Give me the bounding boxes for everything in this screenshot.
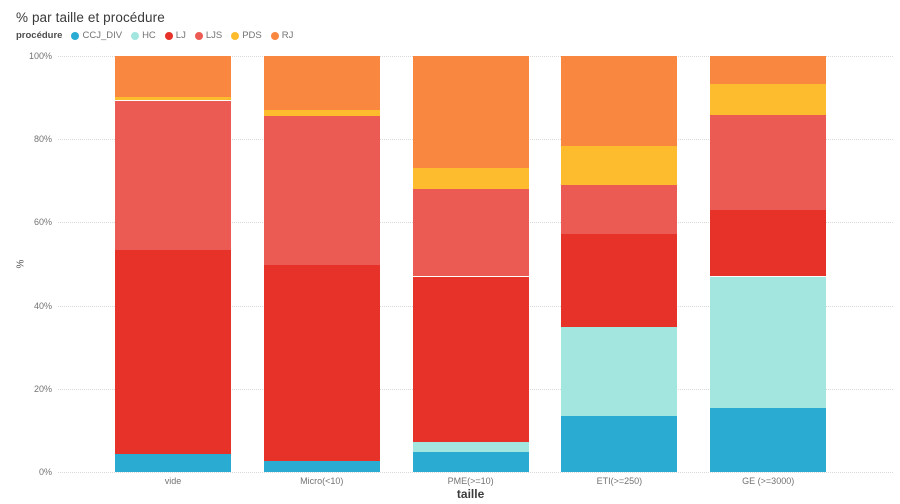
y-tick-label: 80% <box>33 134 52 145</box>
bar-segment-pds[interactable] <box>115 97 231 101</box>
y-tick-label: 100% <box>28 51 52 61</box>
legend-item-pds[interactable]: PDS <box>231 30 262 41</box>
legend-title: procédure <box>16 30 63 41</box>
legend-item-label: LJS <box>205 30 223 41</box>
x-tick-label: vide <box>164 476 182 486</box>
bar-segment-rj[interactable] <box>263 56 380 110</box>
bar-segment-lj[interactable] <box>561 234 678 328</box>
legend-swatch-icon <box>270 31 279 40</box>
legend-swatch-icon <box>231 31 240 40</box>
x-tick-label: GE (>=3000) <box>742 476 795 486</box>
x-tick-label: PME(>=10) <box>447 476 494 486</box>
legend-items: CCJ_DIV HC LJ LJS PDS RJ <box>71 30 293 41</box>
legend-item-label: HC <box>142 30 156 41</box>
x-tick-label: ETI(>=250) <box>596 476 643 486</box>
legend-swatch-icon <box>164 31 173 40</box>
bar-segment-ccj_div[interactable] <box>263 460 380 472</box>
bar-segment-ljs[interactable] <box>561 185 678 235</box>
legend-item-label: PDS <box>242 30 262 41</box>
x-tick-label: Micro(<10) <box>300 476 344 486</box>
bar-segment-lj[interactable] <box>263 265 380 461</box>
bar-segment-rj[interactable] <box>710 56 827 84</box>
bar-segment-pds[interactable] <box>263 109 380 116</box>
bar-segment-ccj_div[interactable] <box>412 452 529 472</box>
bar-segment-pds[interactable] <box>561 146 678 185</box>
bar-segment-pds[interactable] <box>710 83 827 115</box>
legend-item-ccj_div[interactable]: CCJ_DIV <box>71 30 122 41</box>
bar-segment-hc[interactable] <box>561 327 678 416</box>
bar-segment-rj[interactable] <box>115 56 231 98</box>
bar-segment-rj[interactable] <box>412 56 529 169</box>
x-axis-title: taille <box>456 487 485 501</box>
gridline <box>58 472 893 473</box>
bar-segment-ccj_div[interactable] <box>561 415 678 472</box>
legend-swatch-icon <box>194 31 203 40</box>
legend-item-label: CCJ_DIV <box>82 30 123 41</box>
bar-segment-ljs[interactable] <box>115 100 231 251</box>
legend-item-lj[interactable]: LJ <box>164 30 186 41</box>
legend-item-ljs[interactable]: LJS <box>194 30 223 41</box>
bar-segment-lj[interactable] <box>710 210 827 277</box>
bar-segment-hc[interactable] <box>412 441 529 453</box>
bar-segment-ljs[interactable] <box>263 115 380 266</box>
y-tick-label: 20% <box>33 383 52 394</box>
legend-item-label: LJ <box>175 30 186 41</box>
legend-swatch-icon <box>71 31 80 40</box>
bar-segment-hc[interactable] <box>710 276 827 409</box>
y-tick-label: 40% <box>33 300 52 311</box>
legend-item-hc[interactable]: HC <box>131 30 156 41</box>
legend-item-rj[interactable]: RJ <box>270 30 294 41</box>
bar-segment-lj[interactable] <box>412 276 529 442</box>
legend: procédure CCJ_DIV HC LJ LJS PDS RJ <box>16 30 293 41</box>
chart-title: % par taille et procédure <box>16 10 165 25</box>
legend-item-label: RJ <box>281 30 294 41</box>
bar-segment-lj[interactable] <box>115 250 231 455</box>
bar-segment-ljs[interactable] <box>412 189 529 277</box>
y-tick-label: 0% <box>38 467 52 477</box>
y-axis-title: % <box>15 259 27 269</box>
y-tick-label: 60% <box>33 217 52 228</box>
bar-segment-ccj_div[interactable] <box>710 408 827 472</box>
legend-swatch-icon <box>131 31 140 40</box>
bar-segment-rj[interactable] <box>561 56 678 147</box>
bar-segment-pds[interactable] <box>412 168 529 190</box>
bar-segment-ljs[interactable] <box>710 114 827 211</box>
bar-segment-ccj_div[interactable] <box>115 454 231 472</box>
